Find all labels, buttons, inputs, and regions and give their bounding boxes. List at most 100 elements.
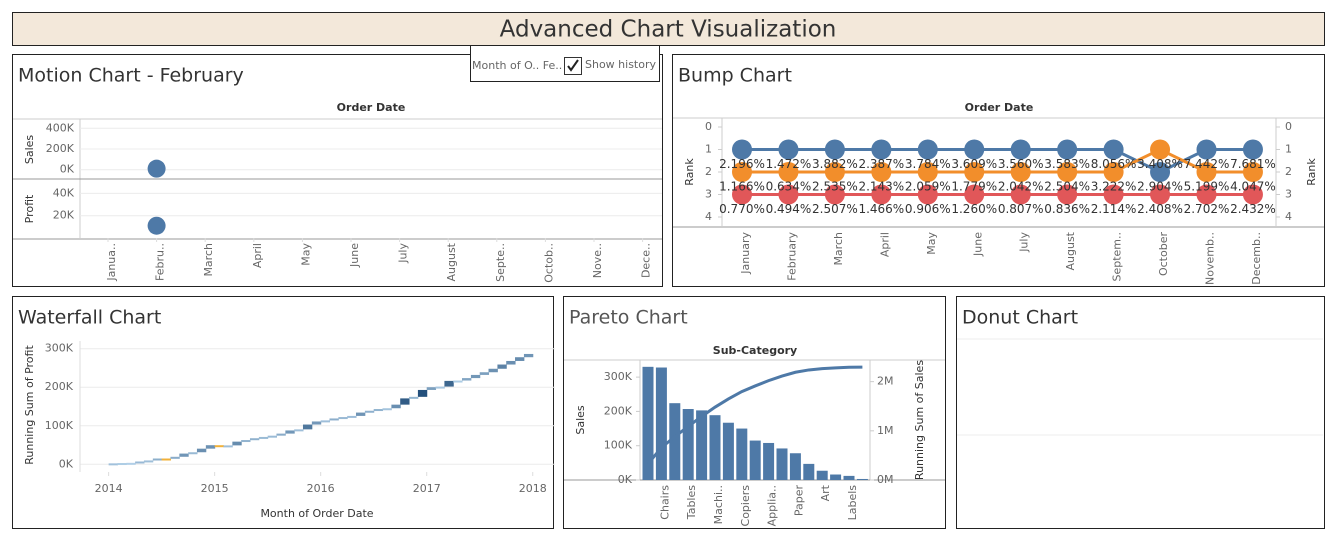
data-label: 3.560% <box>998 157 1044 171</box>
bump-point <box>1010 139 1031 160</box>
waterfall-bar <box>435 386 445 389</box>
x-tick-label: Decemb.. <box>1250 232 1263 285</box>
waterfall-bar <box>179 453 189 457</box>
y-tick-label: 2 <box>705 165 712 178</box>
bump-point <box>824 184 845 205</box>
waterfall-bar <box>470 374 481 379</box>
data-label: 7.681% <box>1230 157 1276 171</box>
y-tick-label: 200K <box>604 404 633 417</box>
data-label: 1.472% <box>766 157 812 171</box>
y-tick-label: 1M <box>877 424 894 437</box>
y-tick-label: 1 <box>705 143 712 156</box>
running-line <box>646 365 863 465</box>
waterfall-bar <box>523 353 534 358</box>
bump-point <box>1010 162 1031 182</box>
waterfall-bar <box>329 418 339 421</box>
data-label: 2.507% <box>812 202 858 216</box>
data-label: 0.634% <box>766 180 812 194</box>
bump-point <box>917 162 938 182</box>
waterfall-bar <box>479 372 490 375</box>
x-tick-label: Paper <box>792 485 805 517</box>
waterfall-bar <box>391 404 401 409</box>
chart-title: Bump Chart <box>678 65 792 87</box>
waterfall-bar <box>497 364 507 369</box>
header-bar <box>12 12 1325 46</box>
bump-point <box>732 139 752 160</box>
y-tick-label: 2 <box>1285 165 1292 178</box>
y-tick-label: 3 <box>1285 188 1292 201</box>
data-label: 2.408% <box>1137 202 1183 216</box>
x-tick-label: April <box>878 232 891 257</box>
x-tick-label: August <box>1064 231 1077 270</box>
checkbox-label[interactable]: Show history <box>585 58 657 71</box>
y-tick-label: 3 <box>705 188 712 201</box>
bump-point <box>1242 139 1263 160</box>
bump-point <box>1150 162 1171 182</box>
waterfall-bar <box>276 433 286 436</box>
point <box>147 216 166 235</box>
x-tick-label: February <box>785 232 798 281</box>
bump-point <box>1196 139 1217 160</box>
waterfall-bar <box>373 409 384 412</box>
waterfall-bar <box>515 357 525 361</box>
data-label: 3.882% <box>812 157 858 171</box>
waterfall-bar <box>223 445 233 448</box>
axis-header: Sub-Category <box>713 344 797 357</box>
bump-point <box>1057 184 1078 205</box>
x-tick-label: 2017 <box>413 482 441 495</box>
waterfall-bar <box>417 389 428 397</box>
data-label: 3.609% <box>951 157 997 171</box>
bar <box>776 448 788 480</box>
x-tick-label: Applia.. <box>766 485 779 526</box>
panel <box>956 296 1325 529</box>
x-tick-label: Machi.. <box>712 485 725 524</box>
data-label: 8.056% <box>1091 157 1137 171</box>
axis-header: Order Date <box>337 101 406 114</box>
bump-point <box>871 139 892 160</box>
y-tick-label: 400K <box>46 121 75 134</box>
waterfall-bar <box>462 378 472 381</box>
bump-point <box>1242 184 1263 205</box>
data-label: 1.779% <box>951 180 997 194</box>
chart-title: Pareto Chart <box>569 307 688 329</box>
bump-point <box>964 162 985 182</box>
x-tick-label: May <box>925 232 938 255</box>
data-label: 2.196% <box>719 157 765 171</box>
waterfall-bar <box>249 438 260 441</box>
x-tick-label: 2016 <box>307 482 335 495</box>
waterfall-bar <box>143 460 154 463</box>
waterfall-bar <box>241 440 251 443</box>
waterfall-bar <box>302 424 313 430</box>
bump-point <box>778 184 799 205</box>
waterfall-bar <box>161 458 171 461</box>
x-tick-label: Dece.. <box>640 243 653 278</box>
x-tick-label: June <box>971 232 984 257</box>
y-tick-label: 200K <box>45 380 74 393</box>
waterfall-bar <box>506 360 516 365</box>
data-label: 0.494% <box>766 202 812 216</box>
x-tick-label: July <box>1018 232 1031 253</box>
axis-label: Sales <box>574 405 587 435</box>
waterfall-bar <box>400 398 410 405</box>
bump-point <box>1010 184 1031 205</box>
bump-point <box>1196 162 1217 182</box>
y-tick-label: 40K <box>53 186 75 199</box>
waterfall-bar <box>382 408 392 411</box>
data-label: 3.222% <box>1091 180 1137 194</box>
y-tick-label: 100K <box>45 419 74 432</box>
panel <box>12 296 554 529</box>
waterfall-bar <box>196 448 207 453</box>
month-filter[interactable]: Month of O.. Fe.. <box>472 59 562 72</box>
bar <box>696 410 708 480</box>
bump-point <box>1057 162 1078 182</box>
waterfall-bar <box>232 441 242 446</box>
x-tick-label: Febru.. <box>154 243 167 281</box>
data-label: 0.836% <box>1044 202 1090 216</box>
bar <box>642 366 654 480</box>
waterfall-bar <box>285 430 295 434</box>
data-label: 0.770% <box>719 202 765 216</box>
waterfall-bar <box>347 415 357 418</box>
waterfall-bar <box>258 436 269 439</box>
waterfall-bar <box>135 461 145 464</box>
y-tick-label: 200K <box>46 142 75 155</box>
